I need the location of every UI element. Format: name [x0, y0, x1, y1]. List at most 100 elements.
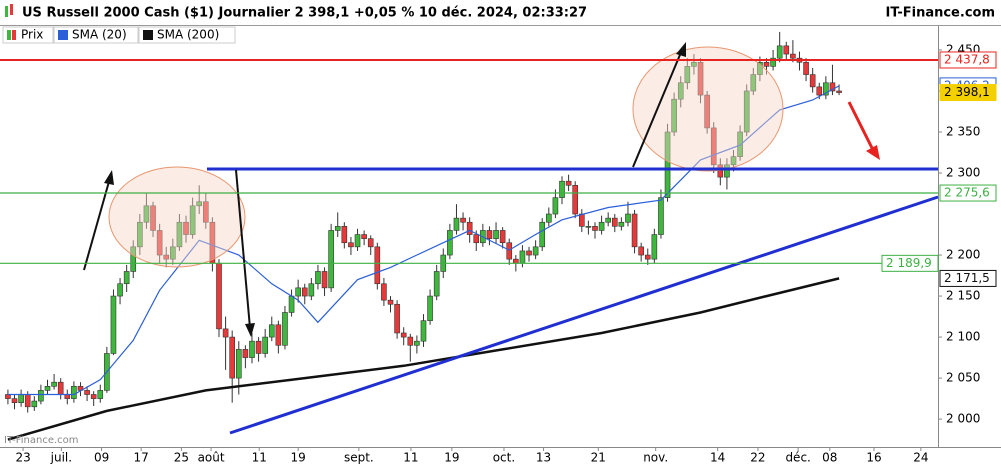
x-tick-label: 21 [591, 451, 606, 465]
candle-body [631, 213, 638, 248]
candle-body [11, 398, 18, 404]
candle-body [64, 394, 71, 399]
x-tick-label: nov. [643, 451, 668, 465]
x-tick-label: oct. [493, 451, 515, 465]
footer-brand: IT-Finance.com [4, 435, 79, 446]
candle-body [90, 394, 97, 399]
y-tick-label: 2 200 [946, 248, 980, 262]
candle-body [84, 390, 90, 395]
x-tick-label: 24 [913, 451, 928, 465]
candle-body [249, 340, 255, 358]
candle-body [724, 164, 730, 178]
app-icon [5, 4, 13, 17]
candle-body [427, 295, 433, 321]
level-label: 2 171,5 [944, 271, 990, 285]
candle-body [5, 394, 11, 399]
candle-body [644, 254, 651, 260]
candle-body [414, 340, 420, 346]
level-label: 2 275,6 [944, 186, 990, 200]
candle-body [592, 226, 598, 231]
candle-body [400, 332, 407, 338]
candle-body [506, 242, 513, 260]
candle-body [664, 131, 671, 198]
candle-body [460, 217, 466, 223]
candle-body [216, 262, 222, 330]
candle-body [829, 82, 836, 92]
candle-body [671, 98, 677, 133]
candle-body [447, 230, 453, 256]
candle-body [532, 246, 539, 256]
candle-body [578, 213, 585, 227]
candle-body [638, 246, 644, 256]
candle-body [809, 74, 816, 88]
candle-body [176, 221, 183, 248]
level-label: 2 398,1 [944, 85, 990, 99]
level-label: 2 189,9 [886, 256, 932, 270]
candle-body [770, 57, 776, 67]
candle-body [710, 127, 717, 166]
legend-label: SMA (200) [157, 28, 219, 42]
candle-body [572, 185, 579, 215]
annotations [83, 42, 939, 435]
candle-body [539, 221, 546, 248]
candle-body [57, 381, 64, 395]
candle-body [776, 45, 783, 59]
candle-body [757, 61, 763, 75]
candle-body [71, 385, 77, 399]
candle-body [611, 217, 618, 227]
candle-body [51, 381, 57, 387]
candle-body [242, 349, 249, 358]
candle-body [407, 336, 414, 346]
candle-body [473, 234, 480, 244]
level-box [881, 254, 939, 272]
header-title: US Russell 2000 Cash ($1) Journalier 2 3… [22, 6, 587, 21]
candle-body [585, 226, 592, 228]
candle-body [704, 94, 710, 129]
x-tick-label: 25 [174, 451, 189, 465]
candle-body [262, 336, 268, 354]
candle-body [308, 283, 315, 297]
candle-body [625, 213, 631, 223]
y-tick-label: 2 300 [946, 166, 980, 180]
x-tick-label: 17 [134, 451, 149, 465]
candle-body [499, 230, 506, 244]
candle-body [790, 53, 796, 59]
header-brand: IT-Finance.com [886, 6, 995, 21]
sma-line [7, 85, 840, 396]
y-tick-label: 2 100 [946, 330, 980, 344]
candle-body [282, 312, 288, 346]
x-tick-label: 22 [750, 451, 765, 465]
candle-body [328, 230, 334, 289]
x-tick-label: 14 [710, 451, 725, 465]
level-box [939, 51, 997, 69]
x-tick-label: juil. [50, 451, 72, 465]
candle-body [605, 217, 611, 223]
x-tick-label: 08 [822, 451, 837, 465]
x-tick-label: sept. [344, 451, 374, 465]
candle-body [381, 283, 387, 301]
candle-body [433, 271, 440, 297]
candle-body [691, 61, 697, 67]
x-tick-label: 13 [536, 451, 551, 465]
candle-body [658, 197, 664, 235]
candle-body [31, 400, 38, 408]
candle-body [117, 283, 123, 297]
candle-body [295, 287, 301, 297]
x-tick-label: 16 [866, 451, 881, 465]
candle-body [150, 205, 156, 231]
candle-body [156, 230, 163, 256]
candle-body [387, 299, 394, 305]
candle-body [559, 180, 565, 198]
level-box [939, 184, 997, 202]
candle-body [341, 226, 348, 244]
x-tick-label: déc. [785, 451, 810, 465]
candle-body [493, 230, 499, 239]
legend-label: SMA (20) [72, 28, 127, 42]
candle-body [743, 90, 750, 133]
legend-label: Prix [21, 28, 43, 42]
candle-body [783, 45, 790, 55]
candle-body [453, 217, 460, 231]
candle-body [301, 287, 308, 297]
candle-body [24, 394, 31, 408]
